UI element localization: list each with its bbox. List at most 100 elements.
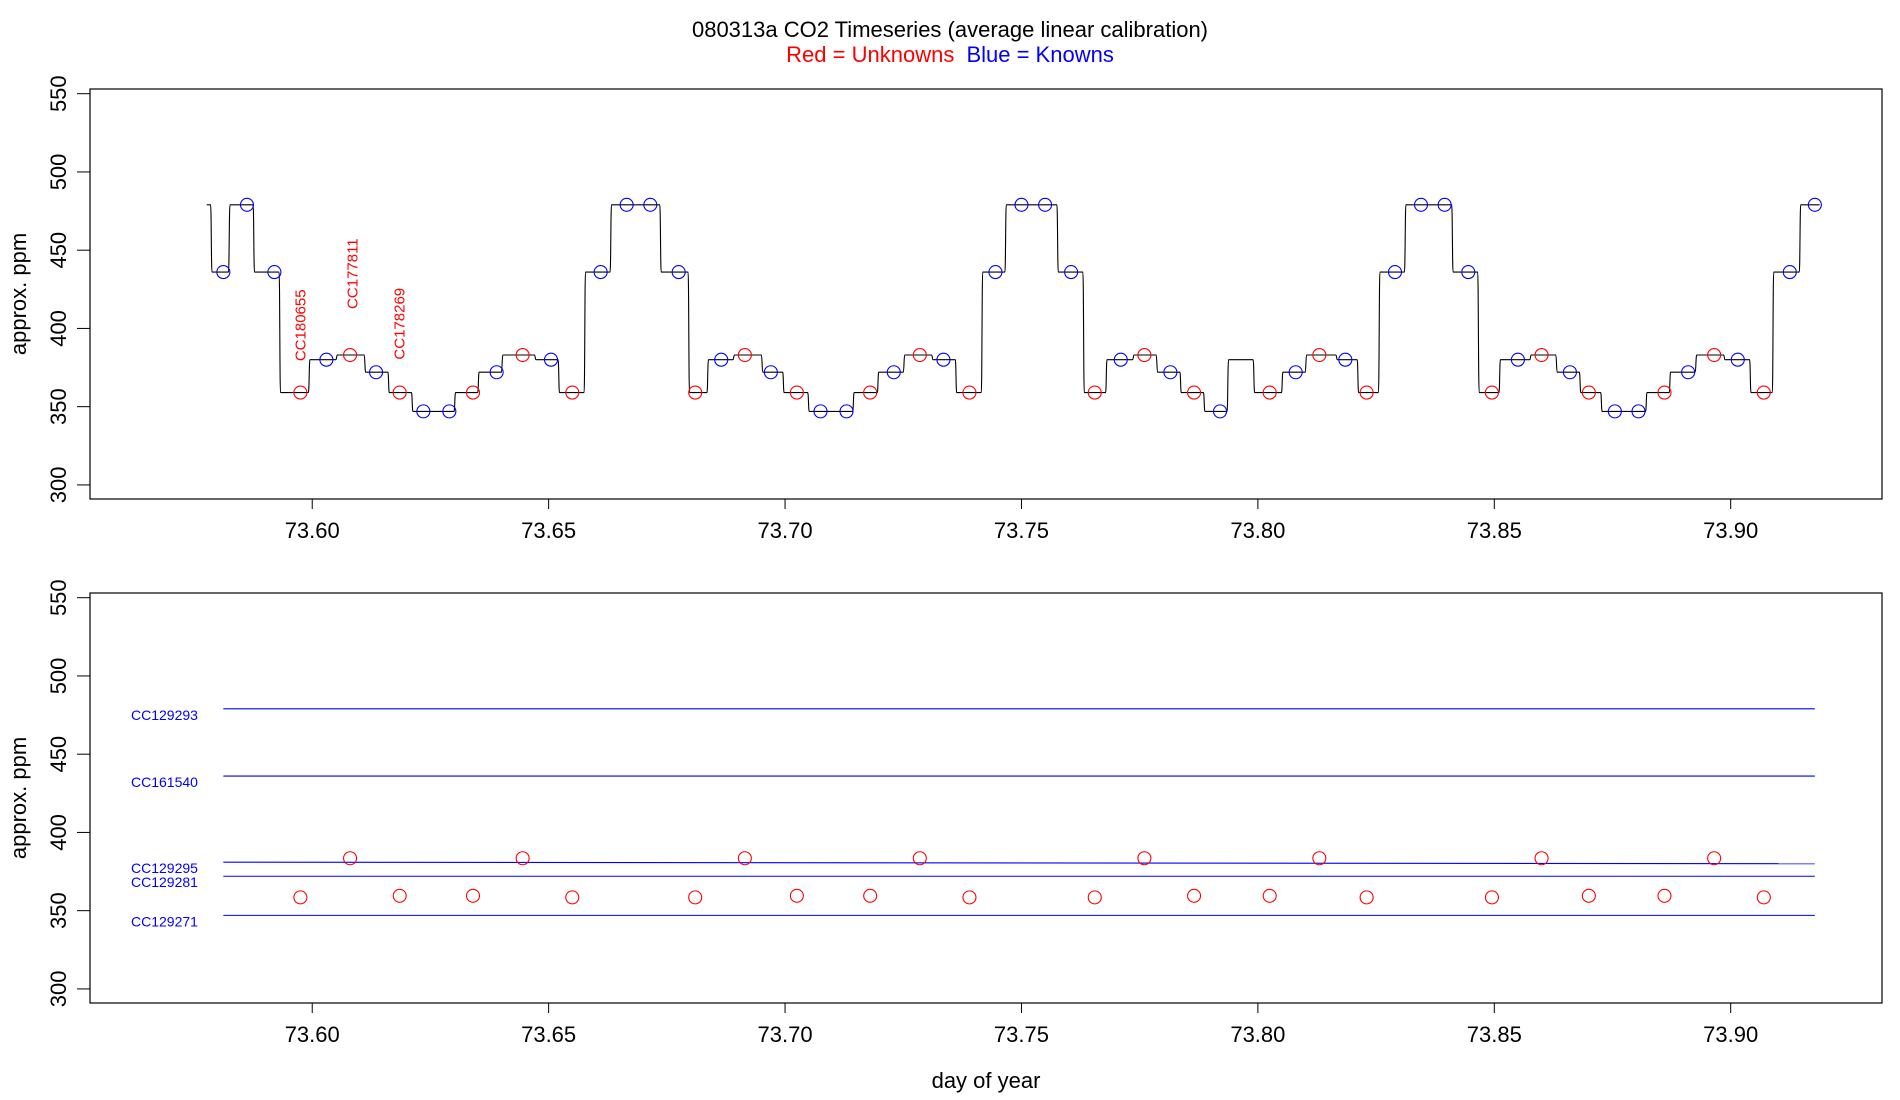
unknown-point: [565, 385, 580, 400]
x-tick-label: 73.60: [285, 518, 340, 543]
unknown-point: [1581, 888, 1596, 903]
unknown-point: [465, 385, 481, 400]
unknown-id-annotation: CC180655: [292, 289, 309, 361]
unknown-point: [1581, 385, 1596, 400]
plot-frame: [89, 592, 1883, 1004]
bottom-panel: 73.60 73.65 73.70 73.75 73.80 73.85 73.90 300 35…: [6, 579, 1883, 1093]
known-point: [416, 404, 431, 419]
unknown-point: [1484, 890, 1499, 905]
unknown-point: [1137, 347, 1152, 363]
known-point: [1607, 404, 1622, 419]
y-axis-label: approx. ppm: [6, 233, 31, 355]
y-tick-label: 450: [46, 232, 71, 269]
known-point: [1413, 197, 1429, 212]
standard-line-label: CC161540: [131, 774, 198, 790]
known-point: [714, 352, 729, 367]
standard-line-label: CC129281: [131, 874, 198, 890]
unknown-point: [1484, 385, 1499, 400]
unknown-point: [1756, 890, 1771, 905]
known-point: [319, 352, 334, 367]
known-point: [1562, 365, 1577, 380]
y-tick-label: 350: [46, 388, 71, 425]
y-tick-label: 400: [46, 814, 71, 851]
x-tick-label: 73.85: [1467, 1022, 1522, 1047]
unknown-point: [737, 851, 752, 866]
known-point: [442, 404, 457, 419]
unknown-point: [515, 851, 530, 866]
unknown-point: [962, 890, 977, 905]
unknown-point: [1756, 385, 1771, 400]
unknown-point: [1657, 888, 1672, 903]
chart-title: 080313a CO2 Timeseries (average linear c…: [692, 17, 1208, 42]
x-tick-label: 73.80: [1230, 518, 1285, 543]
known-point: [1437, 197, 1452, 212]
known-point: [763, 365, 778, 380]
y-tick-label: 500: [46, 658, 71, 695]
unknown-point: [293, 385, 308, 400]
y-tick-label: 300: [46, 971, 71, 1008]
known-point: [619, 197, 634, 212]
unknown-point: [1262, 385, 1277, 400]
unknown-point: [863, 888, 878, 903]
x-tick-label: 73.70: [758, 1022, 813, 1047]
unknown-point: [789, 385, 804, 400]
x-tick-label: 73.60: [285, 1022, 340, 1047]
known-point: [1681, 365, 1696, 380]
unknown-point: [1262, 888, 1277, 903]
unknown-point: [515, 347, 530, 363]
known-point: [813, 404, 828, 419]
known-point: [936, 352, 951, 367]
x-tick-label: 73.65: [521, 1022, 576, 1047]
unknown-point: [1707, 851, 1722, 866]
x-tick-label: 73.65: [521, 518, 576, 543]
x-tick-label: 73.90: [1703, 518, 1758, 543]
known-point: [543, 352, 559, 367]
standard-line: [223, 861, 1815, 865]
plot-frame: [89, 88, 1883, 500]
x-tick-label: 73.75: [994, 1022, 1049, 1047]
known-point: [886, 365, 901, 380]
x-tick-label: 73.75: [994, 518, 1049, 543]
unknown-point: [1312, 347, 1327, 363]
unknown-point: [1186, 385, 1202, 400]
unknown-id-annotation: CC177811: [344, 238, 361, 309]
unknown-id-annotation: CC178269: [392, 288, 409, 360]
known-point: [1113, 352, 1128, 367]
x-tick-label: 73.90: [1703, 1022, 1758, 1047]
known-point: [1163, 365, 1178, 380]
unknown-point: [293, 890, 308, 905]
unknown-point: [1534, 851, 1549, 866]
known-point: [1064, 265, 1079, 280]
known-point: [988, 265, 1003, 280]
unknown-point: [962, 385, 977, 400]
top-panel: 73.60 73.65 73.70 73.75 73.80 73.85 73.90 300 35…: [6, 75, 1883, 543]
unknown-point: [737, 347, 752, 363]
unknown-point: [1707, 347, 1722, 363]
known-point: [489, 365, 504, 380]
known-point: [1461, 265, 1476, 280]
known-point: [1288, 365, 1303, 380]
known-point: [1338, 352, 1353, 367]
unknown-point: [688, 890, 703, 905]
known-point: [1631, 404, 1646, 419]
y-tick-label: 300: [46, 467, 71, 504]
unknown-point: [392, 888, 407, 903]
unknown-point: [1087, 890, 1102, 905]
x-axis-label: day of year: [932, 1068, 1041, 1093]
known-point: [839, 404, 854, 419]
unknown-point: [1137, 851, 1152, 866]
standard-line-label: CC129293: [131, 707, 198, 723]
known-point: [369, 365, 384, 380]
standard-line-label: CC129271: [131, 913, 198, 929]
subtitle-unknowns: Red = Unknowns: [786, 42, 954, 67]
co2-trace-line: [206, 204, 1820, 412]
y-tick-label: 550: [46, 579, 71, 616]
y-axis-label: approx. ppm: [6, 737, 31, 859]
y-tick-label: 400: [46, 310, 71, 347]
y-tick-label: 550: [46, 75, 71, 112]
known-point: [671, 265, 686, 280]
known-point: [1782, 265, 1797, 280]
unknown-point: [1186, 888, 1202, 903]
unknown-point: [1312, 851, 1327, 866]
